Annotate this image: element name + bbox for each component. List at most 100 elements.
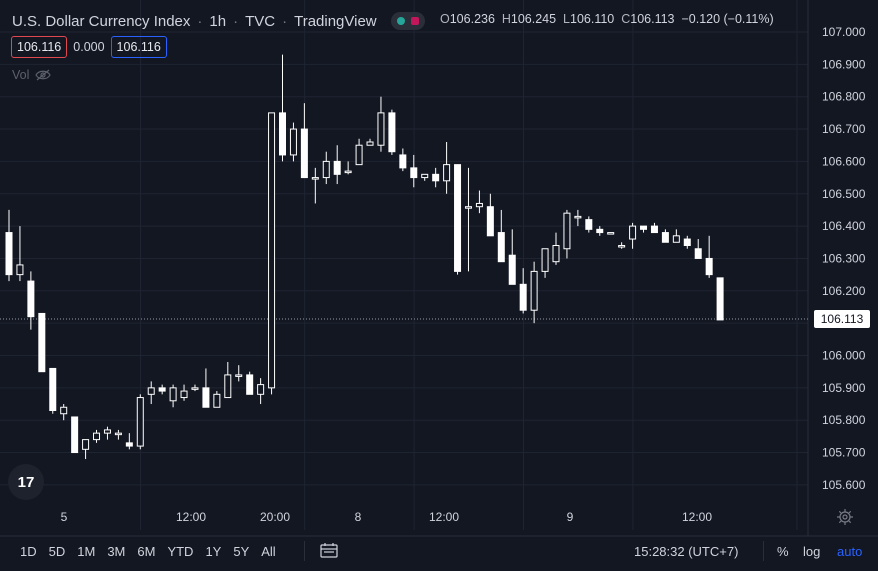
candle-body[interactable] <box>136 397 144 447</box>
candle-body[interactable] <box>191 387 199 390</box>
market-status-badge[interactable] <box>390 12 425 30</box>
candle-body[interactable] <box>541 248 549 272</box>
candle-body[interactable] <box>224 374 232 399</box>
candle-body[interactable] <box>93 432 101 441</box>
x-axis-tick-label: 12:00 <box>682 510 712 524</box>
range-1y[interactable]: 1Y <box>205 544 222 559</box>
candle-body[interactable] <box>180 390 188 399</box>
candle-body[interactable] <box>694 248 702 259</box>
candle-body[interactable] <box>213 393 221 408</box>
candle-body[interactable] <box>530 270 538 311</box>
range-3m[interactable]: 3M <box>107 544 126 559</box>
toolbar-divider <box>304 541 305 561</box>
candle-body[interactable] <box>640 225 648 230</box>
candle-body[interactable] <box>289 128 297 156</box>
candle-body[interactable] <box>279 112 286 156</box>
candle-body[interactable] <box>300 128 308 179</box>
range-all[interactable]: All <box>261 544 276 559</box>
candle-body[interactable] <box>366 141 374 146</box>
candle-body[interactable] <box>443 164 451 182</box>
candle-body[interactable] <box>464 206 472 209</box>
candle-body[interactable] <box>432 173 440 182</box>
candle-body[interactable] <box>147 387 155 395</box>
eye-hidden-icon[interactable] <box>35 69 52 81</box>
candle-body[interactable] <box>519 283 527 311</box>
candle-body[interactable] <box>716 277 724 321</box>
candle-body[interactable] <box>388 112 396 153</box>
candle-body[interactable] <box>311 177 319 180</box>
interval-label[interactable]: 1h <box>209 12 227 30</box>
candle-body[interactable] <box>246 374 254 395</box>
range-6m[interactable]: 6M <box>137 544 156 559</box>
candle-body[interactable] <box>629 225 637 240</box>
candle-body[interactable] <box>103 429 111 434</box>
y-axis-tick-label: 105.700 <box>822 446 866 460</box>
candle-body[interactable] <box>683 238 691 247</box>
candle-body[interactable] <box>475 202 483 208</box>
range-1d[interactable]: 1D <box>20 544 37 559</box>
percent-scale-toggle[interactable]: % <box>777 544 789 559</box>
candle-body[interactable] <box>508 254 516 285</box>
y-axis-tick-label: 106.200 <box>822 284 866 298</box>
range-5d[interactable]: 5D <box>48 544 66 559</box>
candle-body[interactable] <box>71 416 79 454</box>
chart-settings-icon[interactable] <box>836 508 854 526</box>
open-value: 106.236 <box>449 12 495 26</box>
candle-body[interactable] <box>16 264 24 276</box>
spread-value: 0.000 <box>73 40 105 54</box>
volume-legend[interactable]: Vol <box>12 68 52 82</box>
candle-body[interactable] <box>49 367 57 411</box>
candle-body[interactable] <box>574 215 582 219</box>
candle-body[interactable] <box>596 228 604 234</box>
symbol-header[interactable]: U.S. Dollar Currency Index · 1h · TVC · … <box>12 11 425 31</box>
candle-body[interactable] <box>585 219 593 230</box>
candle-body[interactable] <box>125 442 133 447</box>
sell-price-button[interactable]: 106.116 <box>11 36 68 58</box>
candle-body[interactable] <box>333 160 341 175</box>
candle-body[interactable] <box>38 312 46 373</box>
candle-body[interactable] <box>672 235 680 243</box>
candle-body[interactable] <box>158 387 166 392</box>
candle-body[interactable] <box>705 257 713 276</box>
candle-body[interactable] <box>344 170 352 174</box>
log-scale-toggle[interactable]: log <box>803 544 821 559</box>
candle-body[interactable] <box>355 144 363 166</box>
candle-body[interactable] <box>410 167 418 179</box>
candle-body[interactable] <box>421 173 429 179</box>
range-1m[interactable]: 1M <box>77 544 96 559</box>
candle-body[interactable] <box>114 432 122 436</box>
candle-body[interactable] <box>202 387 210 408</box>
candle-body[interactable] <box>618 245 626 248</box>
range-ytd[interactable]: YTD <box>167 544 194 559</box>
candle-body[interactable] <box>607 232 615 235</box>
candle-body[interactable] <box>377 112 385 146</box>
candle-body[interactable] <box>661 232 669 243</box>
candle-body[interactable] <box>82 439 90 450</box>
candle-body[interactable] <box>486 206 494 237</box>
go-to-date-icon[interactable] <box>318 541 340 561</box>
x-axis-tick-label: 12:00 <box>429 510 459 524</box>
candle-body[interactable] <box>552 245 560 263</box>
tradingview-logo-icon[interactable]: 17 <box>8 464 44 500</box>
candle-body[interactable] <box>454 164 462 272</box>
symbol-title[interactable]: U.S. Dollar Currency Index <box>12 12 191 30</box>
candle-body[interactable] <box>27 280 35 318</box>
candle-body[interactable] <box>399 154 407 169</box>
open-label: O <box>440 12 450 26</box>
candle-body[interactable] <box>563 212 571 250</box>
candle-body[interactable] <box>5 232 13 276</box>
candle-body[interactable] <box>235 374 243 377</box>
auto-scale-toggle[interactable]: auto <box>837 544 863 559</box>
candle-body[interactable] <box>497 232 505 263</box>
candle-body[interactable] <box>322 160 330 179</box>
candle-body[interactable] <box>650 225 658 234</box>
candle-body[interactable] <box>60 406 68 415</box>
clock-timezone[interactable]: 15:28:32 (UTC+7) <box>634 544 739 559</box>
candle-body[interactable] <box>268 112 276 389</box>
buy-price-button[interactable]: 106.116 <box>110 36 167 58</box>
candle-body[interactable] <box>257 384 265 395</box>
ohlc-legend: O106.236 H106.245 L106.110 C106.113 −0.1… <box>440 12 774 26</box>
range-5y[interactable]: 5Y <box>233 544 250 559</box>
candle-body[interactable] <box>169 387 177 402</box>
